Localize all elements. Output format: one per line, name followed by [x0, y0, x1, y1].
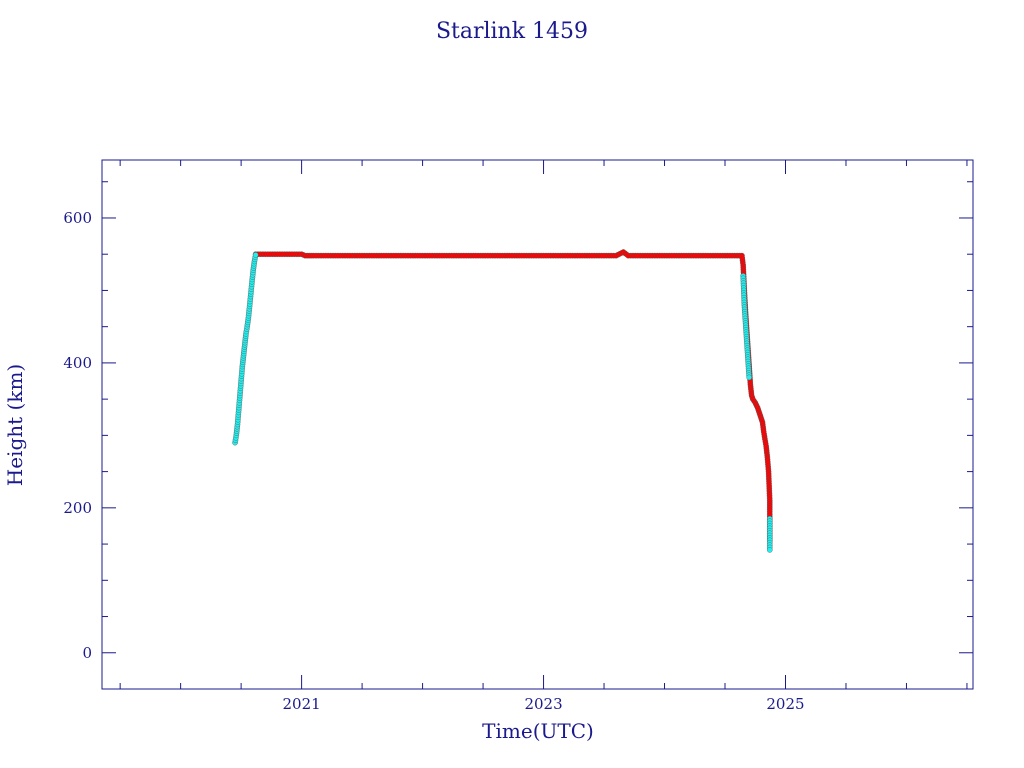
axis-tick-labels: 2021 2023 2025 0 200 400 600: [63, 209, 804, 713]
chart-title: Starlink 1459: [436, 19, 588, 44]
data-point: [252, 252, 259, 258]
series-group: [232, 252, 773, 553]
plot-frame: [101, 159, 974, 690]
x-tick-label: 2023: [524, 695, 562, 713]
data-points: [232, 249, 773, 553]
data-point: [766, 547, 773, 553]
y-tick-label: 600: [63, 209, 92, 227]
y-tick-label: 200: [63, 499, 92, 517]
y-axis-label: Height (km): [3, 364, 27, 486]
series-group: [252, 249, 773, 544]
x-tick-label: 2025: [766, 695, 804, 713]
x-axis-label: Time(UTC): [482, 719, 594, 743]
y-tick-label: 400: [63, 354, 92, 372]
y-tick-label: 0: [82, 644, 92, 662]
x-tick-label: 2021: [283, 695, 321, 713]
axis-ticks: [102, 160, 973, 690]
data-point: [746, 374, 753, 381]
